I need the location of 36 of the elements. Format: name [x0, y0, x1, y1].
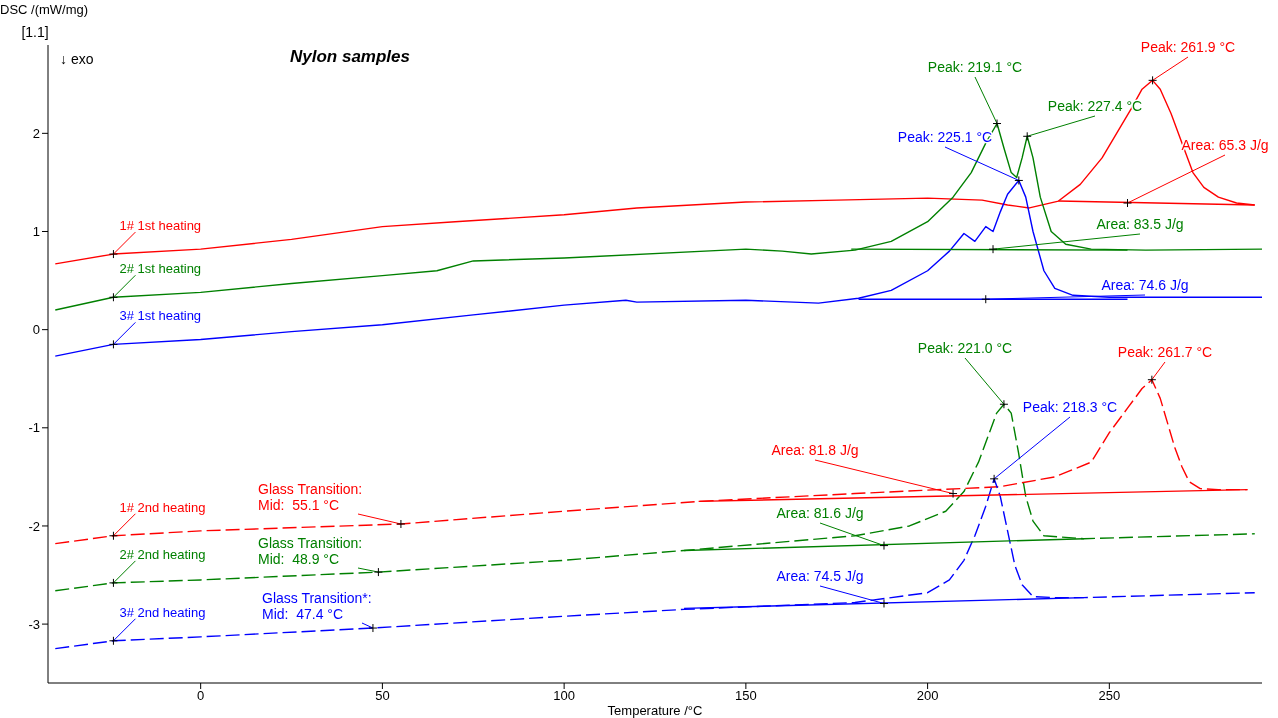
series-label: 3# 1st heating	[119, 308, 202, 324]
chart-title: Nylon samples	[290, 47, 410, 66]
annotation: Peak: 218.3 °C	[1022, 399, 1118, 415]
x-tick-label: 150	[735, 688, 757, 704]
series-label: 2# 1st heating	[119, 261, 202, 277]
annotation: ↓ exo	[60, 51, 94, 67]
annotation: Peak: 261.7 °C	[1117, 344, 1213, 360]
annotation: Area: 81.6 J/g	[776, 505, 864, 521]
annotation: Area: 83.5 J/g	[1096, 216, 1184, 232]
x-tick-label: 0	[197, 688, 205, 704]
y-tick-label: -2	[28, 518, 40, 534]
y-tick-label: 0	[32, 322, 40, 338]
annotation: Peak: 261.9 °C	[1140, 39, 1236, 55]
annotation: Glass Transition*: Mid: 47.4 °C	[262, 590, 372, 622]
series-label: 1# 2nd heating	[119, 499, 206, 515]
series-label: 3# 2nd heating	[119, 604, 206, 620]
y-axis-title: DSC /(mW/mg)	[0, 2, 89, 17]
annotation: Peak: 219.1 °C	[927, 59, 1023, 75]
annotation: Glass Transition: Mid: 48.9 °C	[258, 535, 363, 567]
annotation: Glass Transition: Mid: 55.1 °C	[258, 481, 363, 513]
x-tick-label: 50	[375, 688, 390, 704]
y-tick-label: -1	[28, 420, 40, 436]
x-tick-label: 200	[916, 688, 939, 704]
text: [1.1]	[21, 24, 49, 40]
x-tick-label: 100	[553, 688, 575, 704]
x-axis-title: Temperature /°C	[607, 703, 703, 718]
series-label: 1# 1st heating	[119, 218, 202, 234]
annotation: Area: 74.5 J/g	[776, 568, 864, 584]
y-tick-label: 1	[32, 224, 40, 240]
annotation: Area: 81.8 J/g	[771, 442, 859, 458]
y-tick-label: 2	[32, 125, 40, 141]
annotation: Peak: 221.0 °C	[917, 340, 1013, 356]
x-tick-label: 250	[1098, 688, 1121, 704]
series-label: 2# 2nd heating	[119, 546, 206, 562]
annotation: Area: 74.6 J/g	[1101, 277, 1189, 293]
y-tick-label: -3	[28, 616, 40, 632]
